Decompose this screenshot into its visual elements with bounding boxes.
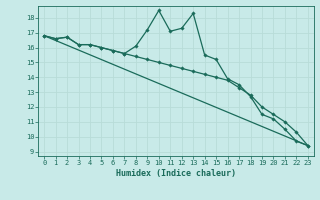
X-axis label: Humidex (Indice chaleur): Humidex (Indice chaleur) bbox=[116, 169, 236, 178]
